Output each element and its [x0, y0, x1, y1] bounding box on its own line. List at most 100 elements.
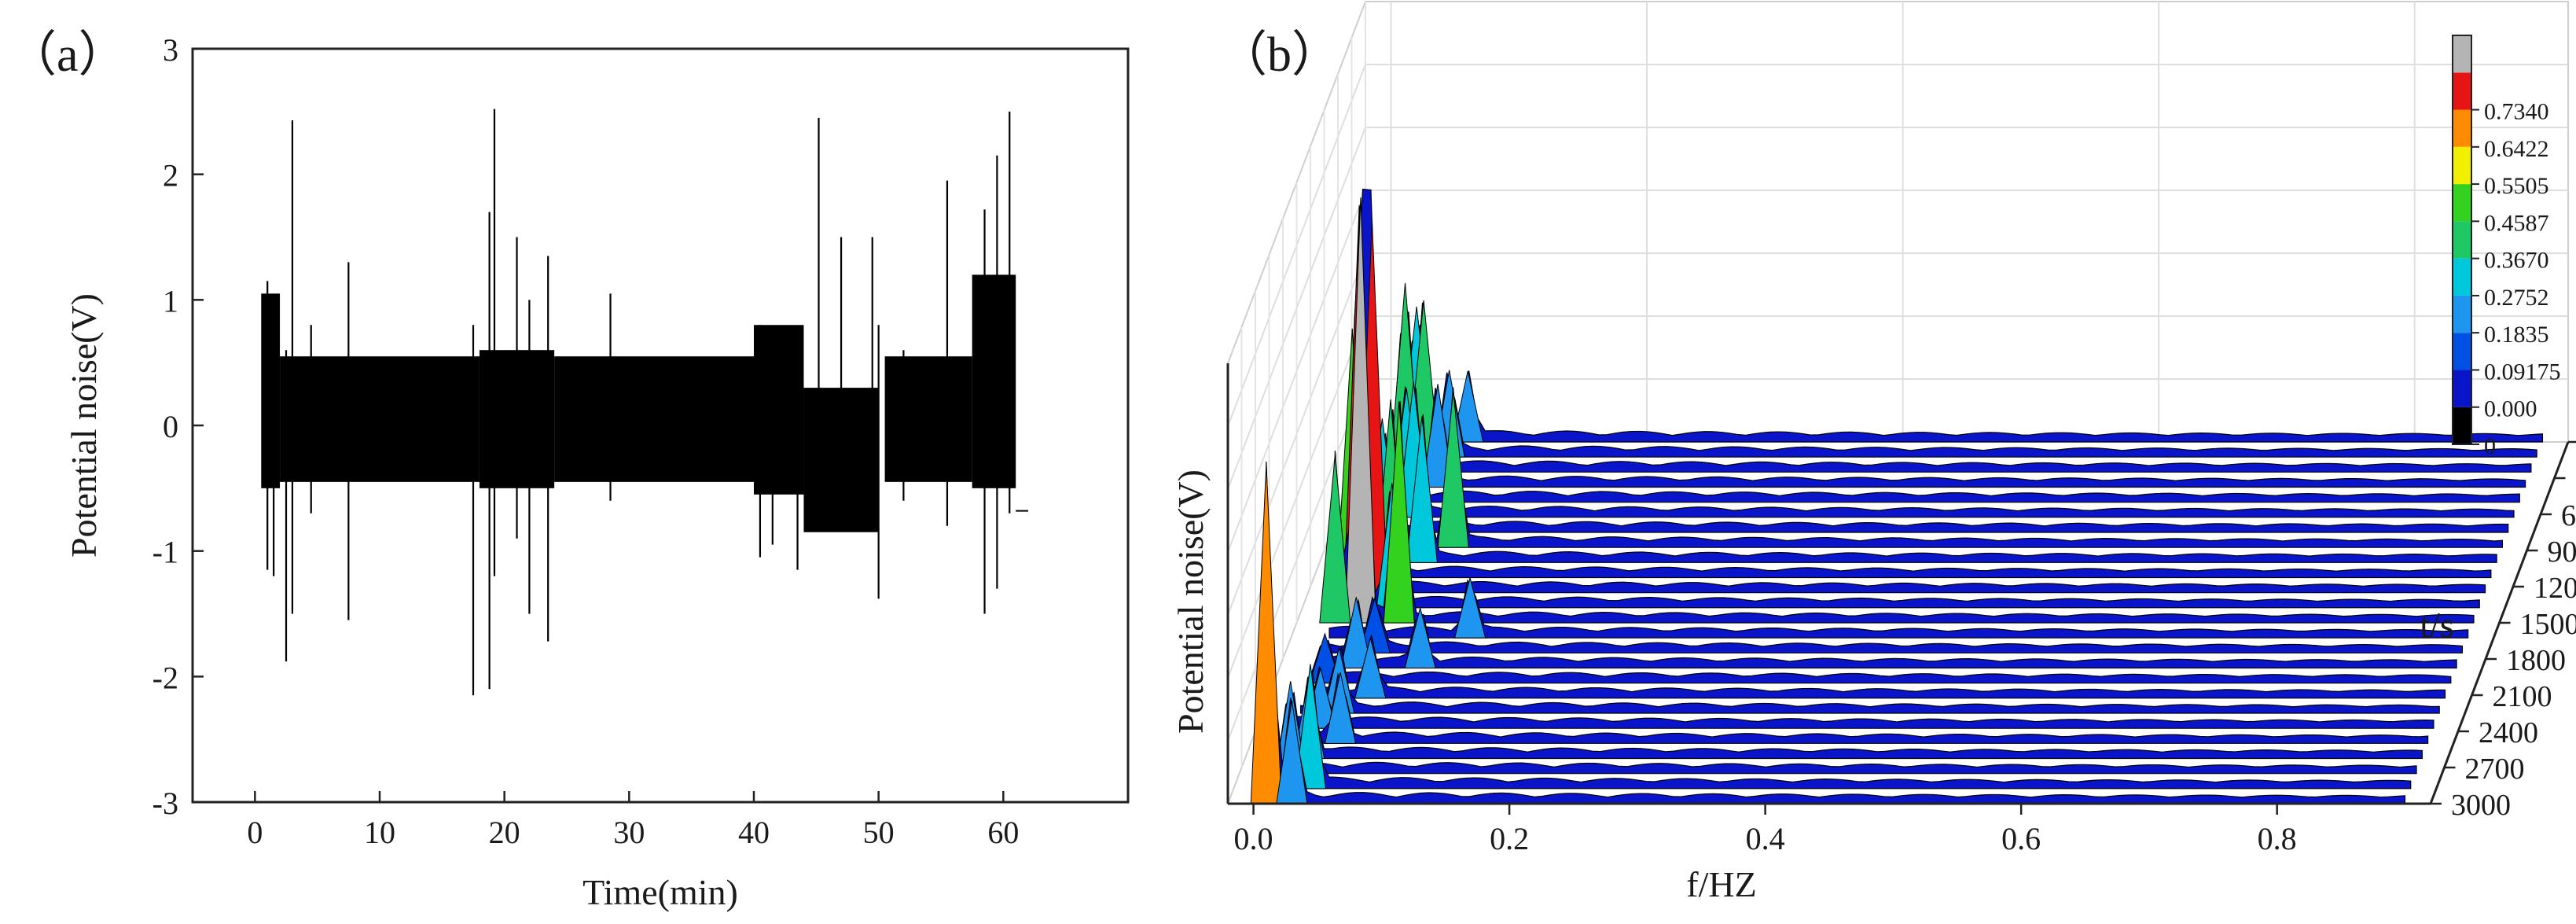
- spectrum-slice: [1380, 386, 2520, 503]
- panel-b-label: （b）: [1218, 28, 1340, 82]
- colorbar-swatch: [2453, 146, 2471, 185]
- x-tick-label: 0: [247, 815, 263, 850]
- y-tick-label: 0: [163, 409, 178, 444]
- t-tick-label: 1500: [2520, 608, 2576, 641]
- noise-band: [280, 356, 480, 482]
- t-tick-label: 300: [2575, 463, 2576, 496]
- spectrum-slice: [1294, 666, 2435, 729]
- colorbar-swatch: [2453, 35, 2471, 73]
- y-tick-label: -2: [153, 660, 178, 695]
- t-tick-label: 2400: [2479, 716, 2538, 749]
- colorbar-swatch: [2453, 221, 2471, 259]
- y-tick-label: -1: [153, 535, 178, 570]
- f-tick-label: 0.0: [1234, 821, 1273, 856]
- colorbar-label: 0.6422: [2484, 136, 2549, 162]
- colorbar-label: 0: [2484, 433, 2496, 459]
- x-tick-label: 50: [863, 815, 895, 850]
- spectrum-slice: [1299, 646, 2440, 714]
- colorbar-label: 0.09175: [2484, 359, 2561, 385]
- spectrum-slice: [1311, 639, 2452, 684]
- y-tick-label: 2: [163, 158, 178, 193]
- t-tick-label: 1200: [2534, 572, 2576, 605]
- f-tick-label: 0.6: [2001, 821, 2041, 856]
- spectrum-slice: [1369, 432, 2509, 533]
- x-tick-label: 10: [364, 815, 395, 850]
- colorbar-swatch: [2453, 109, 2471, 147]
- spectrum-peak: [1383, 401, 1415, 624]
- t-tick-label: 1800: [2506, 644, 2566, 677]
- y-tick-label: -3: [153, 786, 178, 821]
- colorbar-swatch: [2453, 184, 2471, 222]
- y-tick-label: 3: [163, 32, 178, 68]
- panel-a-y-axis: -3 -2 -1 0 1 2 3: [153, 32, 204, 821]
- spectrum-peak: [1294, 664, 1327, 790]
- colorbar-swatch: [2453, 295, 2471, 333]
- panel-a-x-axis-title: Time(min): [582, 872, 738, 912]
- noise-band: [972, 274, 1016, 488]
- panel-b-depth-axis-title: t/s: [2420, 605, 2453, 645]
- colorbar-swatch: [2453, 407, 2471, 444]
- colorbar-label: 0.1835: [2484, 322, 2549, 348]
- colorbar-swatch: [2453, 370, 2471, 407]
- t-tick-label: 600: [2561, 499, 2576, 532]
- x-tick-label: 40: [738, 815, 770, 850]
- panel-b-y-axis-title: Potential noise(V): [1170, 469, 1211, 734]
- f-tick-label: 0.2: [1490, 821, 1529, 856]
- panel-a-plot-area: [261, 109, 1029, 696]
- spectrum-slice: [1306, 635, 2446, 699]
- colorbar-swatch: [2453, 333, 2471, 370]
- f-tick-label: 0.4: [1746, 821, 1785, 856]
- spectrum-peak: [1319, 455, 1351, 624]
- panel-b-frequency-axis: 0.0 0.2 0.4 0.6 0.8: [1234, 804, 2297, 856]
- back-wall: [1365, 1, 2569, 443]
- spectrum-slice: [1397, 302, 2537, 458]
- spectrum-slice: [1328, 579, 2469, 639]
- colorbar-label: 0.2752: [2484, 285, 2549, 311]
- panel-a-label: （a）: [8, 28, 127, 82]
- spectrum-slice: [1334, 207, 2475, 624]
- t-tick-label: 3000: [2451, 789, 2511, 822]
- spectrum-slice: [1283, 676, 2423, 760]
- t-tick-label: 2100: [2493, 680, 2552, 713]
- spectrum-slice: [1288, 672, 2429, 744]
- spectrum-slice: [1323, 596, 2463, 653]
- x-tick-label: 60: [987, 815, 1019, 850]
- noise-band: [884, 356, 972, 482]
- t-tick-label: 2700: [2465, 753, 2525, 786]
- panel-b-x-axis-title: f/HZ: [1686, 864, 1756, 904]
- spectrum-slice: [1340, 491, 2480, 609]
- spectrum-slice: [1346, 188, 2486, 594]
- spectrum-slice: [1374, 388, 2515, 518]
- panel-b-waterfall-3d: （b） 0.0 0.2 0.4 0.6 0.8 0 300 600 900 1200150018…: [1170, 1, 2576, 904]
- colorbar-label: 0.000: [2484, 396, 2537, 422]
- spectrum-peak: [1406, 416, 1438, 563]
- spectrum-slice: [1403, 323, 2544, 443]
- noise-band: [754, 325, 804, 495]
- spectrum-slice: [1363, 387, 2504, 548]
- x-tick-label: 30: [613, 815, 645, 850]
- colorbar-label: 0.5505: [2484, 173, 2549, 199]
- spectrum-peak: [1421, 384, 1454, 488]
- spectrum-peak: [1404, 607, 1436, 668]
- spectrum-slice: [1391, 311, 2532, 473]
- panel-a-time-series: （a） -3 -2 -1 0 1 2 3 0 10 20 30 40 50 60 Time(min) P…: [8, 28, 1130, 912]
- colorbar-label: 0.4587: [2484, 210, 2549, 236]
- spectrum-peak: [1324, 672, 1357, 744]
- spectrum-peak: [1453, 577, 1486, 639]
- f-tick-label: 0.8: [2258, 821, 2297, 856]
- colorbar-swatch: [2453, 258, 2471, 296]
- colorbar-label: 0.7340: [2484, 99, 2549, 125]
- spectrum-peak: [1437, 390, 1469, 548]
- spectrum-peak: [1340, 597, 1373, 668]
- panel-b-time-axis: 03006009001200150018002100240027003000: [2431, 440, 2576, 822]
- spectrum-slice: [1277, 691, 2417, 775]
- t-tick-label: 900: [2548, 536, 2576, 569]
- x-tick-label: 20: [489, 815, 520, 850]
- y-tick-label: 1: [163, 283, 178, 318]
- spectrum-slice: [1357, 414, 2497, 563]
- panel-a-y-axis-title: Potential noise(V): [64, 293, 104, 558]
- spectrum-slice: [1266, 461, 2406, 804]
- spectrum-slice: [1386, 388, 2526, 488]
- colorbar-swatch: [2453, 72, 2471, 110]
